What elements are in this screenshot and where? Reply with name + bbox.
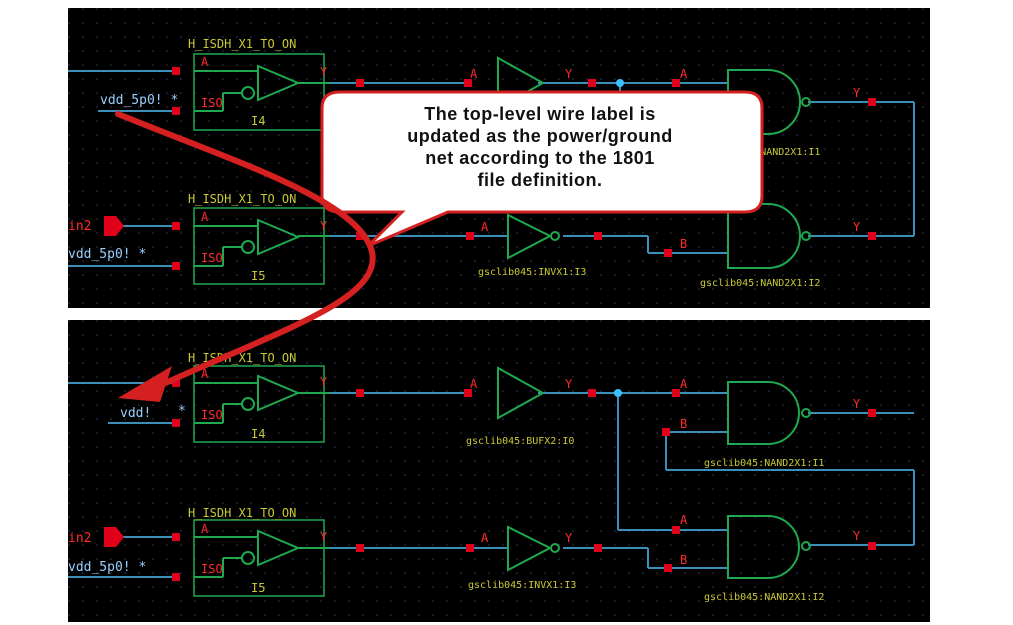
inv-pin-a: A [481,531,489,545]
input-label-in2: in2 [68,531,91,546]
input-port-in2[interactable] [104,527,124,547]
wires [68,382,915,578]
nand-gate-2[interactable] [727,203,811,269]
iso2-cell-name: H_ISDH_X1_TO_ON [188,192,296,206]
iso-cell-1[interactable] [193,53,330,131]
callout-line-3: net according to the 1801 [425,148,655,168]
nand2-pin-y: Y [853,529,861,543]
iso1-pin-y: Y [320,375,328,389]
iso2-cell-name: H_ISDH_X1_TO_ON [188,506,296,520]
nand1-pin-b: B [680,417,687,431]
nand1-pin-y: Y [853,397,861,411]
net-label-vdd-1[interactable]: vdd_5p0! * [100,93,178,108]
wire-junction [614,389,622,397]
buf-pin-a: A [470,377,478,391]
arrowhead-icon [118,366,172,402]
iso1-pin-iso: ISO [201,408,223,422]
inv-inst: gsclib045:INVX1:I3 [478,267,586,278]
nand-gate-1[interactable] [727,69,811,135]
iso2-pin-y: Y [320,219,328,233]
nand1-pin-y: Y [853,86,861,100]
pin-markers [172,67,876,270]
inverter-gate[interactable] [507,525,560,572]
callout-line-1: The top-level wire label is [424,104,656,124]
net-label-vdd-1[interactable]: vdd! [120,406,151,421]
inv-pin-y: Y [565,531,573,545]
buf-pin-y: Y [565,377,573,391]
pointer-arrow [115,111,376,393]
buf-inst: gsclib045:BUFX2:I0 [466,436,574,447]
iso1-inst: I4 [251,114,265,128]
iso2-pin-a: A [201,210,209,224]
nand2-inst: gsclib045:NAND2X1:I2 [704,592,824,603]
nand2-pin-y: Y [853,220,861,234]
pin-markers [172,379,876,581]
iso2-inst: I5 [251,581,265,595]
nand1-pin-a: A [680,377,688,391]
nand2-pin-b: B [680,553,687,567]
nand2-pin-b: B [680,237,687,251]
callout-line-4: file definition. [477,170,603,190]
iso1-pin-a: A [201,367,209,381]
nand-gate-1[interactable] [727,381,811,445]
buf-pin-y: Y [565,67,573,81]
iso2-pin-iso: ISO [201,251,223,265]
net-label-vdd-2[interactable]: vdd_5p0! * [68,247,146,262]
inv-pin-a: A [481,220,489,234]
iso2-pin-a: A [201,522,209,536]
nand1-inst: gsclib045:NAND2X1:I1 [704,458,824,469]
nand2-pin-a: A [680,513,688,527]
iso2-pin-iso: ISO [201,562,223,576]
nand1-pin-a: A [680,67,688,81]
iso-cell-1[interactable] [193,365,330,443]
net-label-vdd-1-star: * [178,404,186,419]
buffer-gate[interactable] [497,366,546,420]
buf-pin-a: A [470,67,478,81]
input-label-in2: in2 [68,219,91,234]
iso1-pin-a: A [201,55,209,69]
iso1-cell-name: H_ISDH_X1_TO_ON [188,37,296,51]
schematic-canvas-after: H_ISDH_X1_TO_ON A ISO Y I4 H_ISDH_X1_TO_… [68,320,930,622]
iso2-inst: I5 [251,269,265,283]
net-label-vdd-2[interactable]: vdd_5p0! * [68,560,146,575]
nand-gate-2[interactable] [727,515,811,579]
inv-inst: gsclib045:INVX1:I3 [468,580,576,591]
iso-cell-2[interactable] [193,207,330,285]
iso1-inst: I4 [251,427,265,441]
nand2-inst: gsclib045:NAND2X1:I2 [700,278,820,289]
input-port-in2[interactable] [104,216,124,236]
schematic-panel-after: H_ISDH_X1_TO_ON A ISO Y I4 H_ISDH_X1_TO_… [68,320,930,622]
inverter-gate[interactable] [507,213,560,260]
callout-text: The top-level wire label is updated as t… [330,103,750,191]
iso2-pin-y: Y [320,530,328,544]
callout-line-2: updated as the power/ground [407,126,673,146]
wire-junction [616,79,624,87]
iso1-pin-iso: ISO [201,96,223,110]
callout-bubble [320,90,764,248]
iso1-pin-y: Y [320,65,328,79]
iso-cell-2[interactable] [193,519,330,597]
